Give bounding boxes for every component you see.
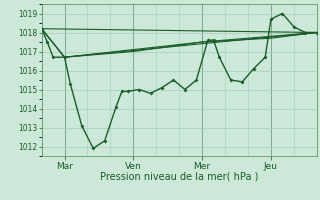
X-axis label: Pression niveau de la mer( hPa ): Pression niveau de la mer( hPa ): [100, 172, 258, 182]
